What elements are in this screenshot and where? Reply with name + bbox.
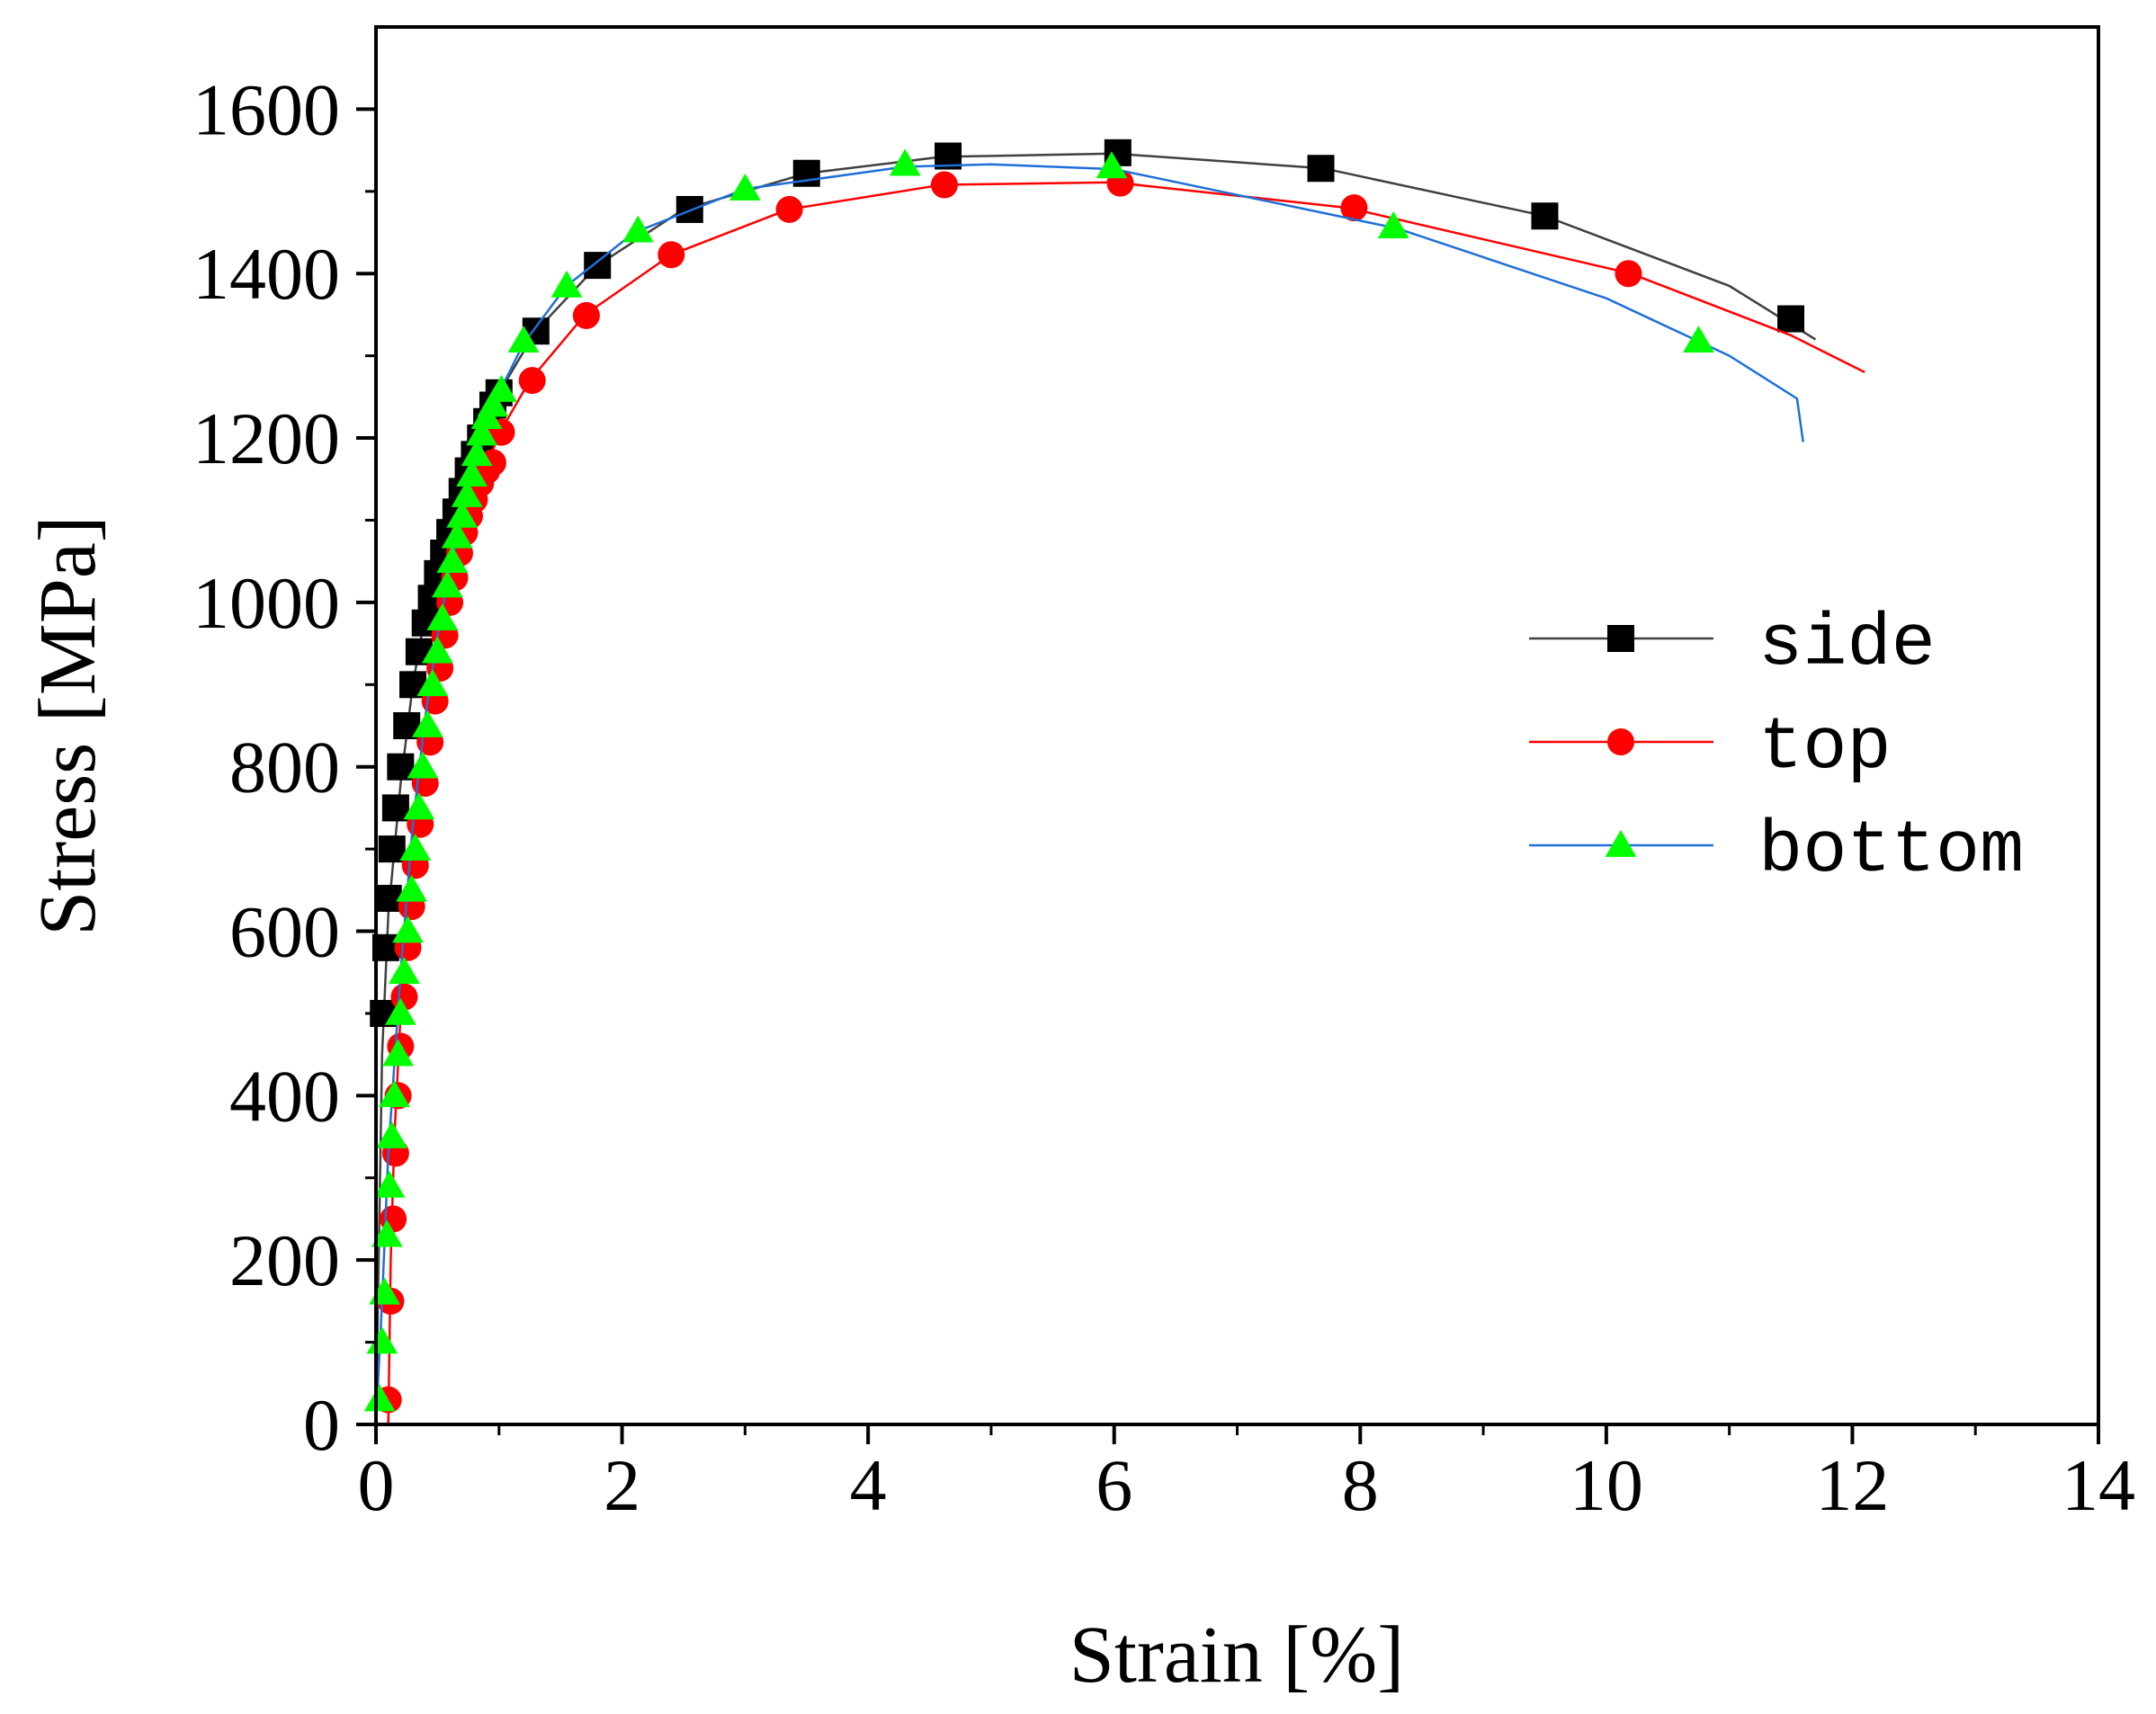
data-point-bottom bbox=[382, 1039, 415, 1067]
y-tick-label: 200 bbox=[229, 1219, 340, 1301]
y-tick-label: 1000 bbox=[192, 562, 340, 644]
data-point-bottom bbox=[399, 834, 432, 861]
data-point-side bbox=[1307, 155, 1335, 183]
data-point-bottom bbox=[486, 374, 517, 402]
data-point-bottom bbox=[507, 326, 540, 353]
y-tick-label: 600 bbox=[229, 891, 340, 973]
y-tick-label: 1400 bbox=[192, 233, 340, 315]
x-tick-label: 2 bbox=[604, 1444, 640, 1526]
data-point-bottom bbox=[461, 439, 493, 467]
x-tick-label: 4 bbox=[850, 1444, 887, 1526]
data-point-bottom bbox=[403, 792, 435, 820]
data-point-bottom bbox=[456, 460, 488, 487]
data-point-bottom bbox=[889, 148, 921, 176]
data-point-bottom bbox=[446, 500, 479, 528]
x-tick-label: 10 bbox=[1570, 1444, 1643, 1526]
y-axis-label: Stress [MPa] bbox=[23, 515, 112, 936]
series-bottom bbox=[363, 148, 1804, 1425]
data-point-side bbox=[584, 252, 612, 280]
data-point-side bbox=[378, 835, 406, 863]
x-axis-label: Strain [%] bbox=[1069, 1611, 1404, 1700]
data-point-bottom bbox=[451, 479, 483, 507]
legend-marker-bottom bbox=[1605, 829, 1637, 857]
legend-marker-side bbox=[1607, 625, 1634, 652]
data-point-bottom bbox=[441, 521, 473, 549]
data-point-bottom bbox=[371, 1219, 403, 1247]
data-point-top bbox=[572, 301, 600, 329]
data-point-bottom bbox=[477, 389, 509, 417]
y-tick-label: 400 bbox=[229, 1055, 340, 1137]
x-tick-label: 12 bbox=[1815, 1444, 1889, 1526]
data-point-bottom bbox=[421, 636, 453, 664]
data-point-side bbox=[1777, 305, 1805, 333]
y-tick-label: 800 bbox=[229, 727, 340, 808]
data-point-bottom bbox=[1096, 151, 1128, 179]
data-point-top bbox=[658, 241, 685, 269]
data-point-bottom bbox=[416, 669, 449, 697]
data-point-bottom bbox=[376, 1120, 408, 1148]
data-point-top bbox=[775, 195, 803, 223]
data-point-bottom bbox=[1683, 326, 1714, 353]
legend: side top bottom bbox=[1529, 603, 2024, 893]
y-tick-label: 1200 bbox=[192, 397, 340, 479]
data-point-bottom bbox=[384, 997, 416, 1025]
legend-label-bottom: bottom bbox=[1758, 809, 2024, 893]
series-top bbox=[374, 169, 1865, 1425]
data-point-bottom bbox=[466, 418, 498, 446]
data-point-bottom bbox=[407, 751, 439, 779]
data-point-bottom bbox=[622, 215, 654, 243]
data-point-bottom bbox=[412, 710, 443, 737]
data-point-side bbox=[1531, 202, 1559, 230]
data-point-bottom bbox=[396, 874, 428, 902]
data-point-bottom bbox=[392, 915, 424, 943]
data-point-bottom bbox=[550, 270, 583, 298]
legend-marker-top bbox=[1607, 728, 1634, 755]
data-point-bottom bbox=[379, 1080, 410, 1108]
y-tick-label: 0 bbox=[303, 1384, 340, 1466]
x-tick-label: 6 bbox=[1096, 1444, 1132, 1526]
data-point-side bbox=[381, 794, 409, 822]
y-tick-label: 1600 bbox=[192, 68, 340, 150]
data-point-top bbox=[1615, 260, 1642, 288]
series-layer bbox=[363, 138, 1865, 1425]
data-point-side bbox=[675, 195, 703, 223]
legend-label-side: side bbox=[1758, 603, 1936, 686]
data-point-top bbox=[930, 171, 958, 199]
data-point-bottom bbox=[389, 957, 420, 985]
data-point-bottom bbox=[436, 546, 469, 574]
data-point-bottom bbox=[363, 1384, 396, 1412]
data-point-bottom bbox=[729, 173, 761, 201]
axes-layer: 0 2 4 6 8 10 12 14 0 200 400 600 800 1000 1200 1400 1600 bbox=[192, 68, 2135, 1526]
data-point-top bbox=[1340, 194, 1368, 222]
data-point-bottom bbox=[426, 603, 459, 630]
data-point-bottom bbox=[1377, 211, 1409, 238]
data-point-top bbox=[518, 367, 546, 395]
x-tick-label: 8 bbox=[1342, 1444, 1379, 1526]
data-point-side bbox=[374, 884, 402, 912]
data-point-bottom bbox=[431, 570, 463, 598]
x-tick-label: 14 bbox=[2062, 1444, 2135, 1526]
x-tick-label: 0 bbox=[358, 1444, 395, 1526]
data-point-bottom bbox=[373, 1170, 406, 1198]
legend-label-top: top bbox=[1758, 706, 1892, 790]
